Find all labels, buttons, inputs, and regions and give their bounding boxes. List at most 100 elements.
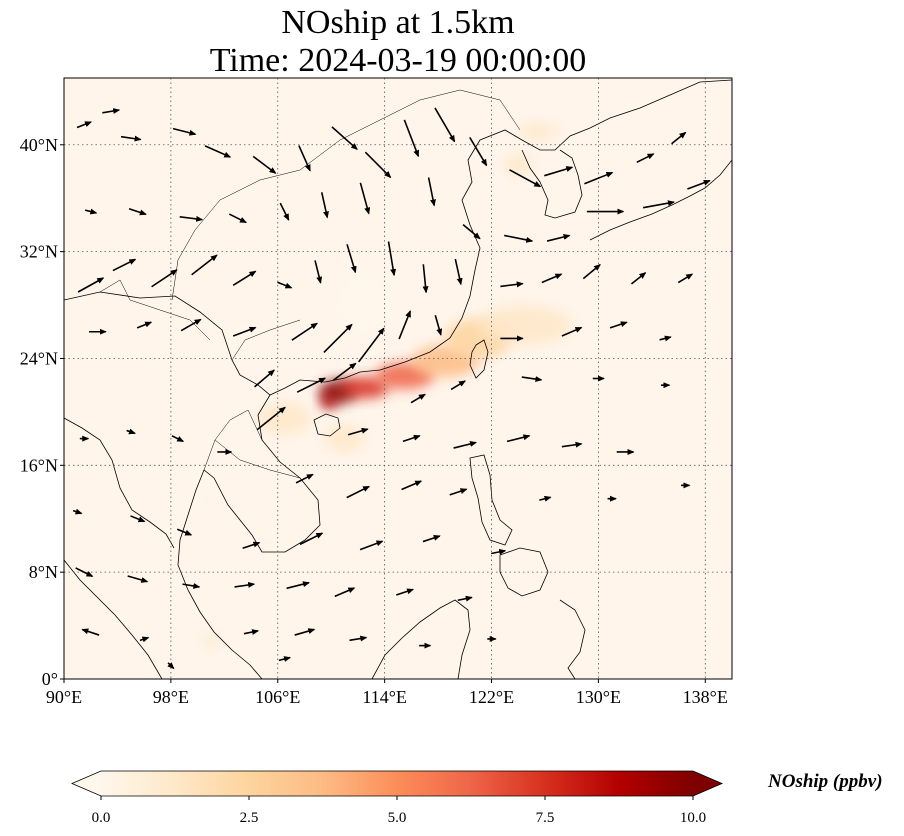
wind-arrow	[242, 541, 261, 550]
wind-arrow	[176, 528, 193, 536]
wind-arrow	[346, 485, 371, 499]
lon-tick-label: 130°E	[576, 687, 621, 707]
wind-arrow	[398, 310, 412, 340]
wind-arrow	[561, 326, 583, 337]
wind-arrow	[112, 258, 137, 272]
wind-arrow	[359, 182, 371, 215]
wind-arrow	[462, 223, 481, 240]
wind-arrow	[314, 260, 323, 284]
wind-arrow	[521, 376, 543, 383]
wind-arrow	[228, 213, 247, 224]
wind-arrow	[584, 171, 614, 185]
coastline-bay-of-bengal	[64, 417, 175, 549]
wind-arrow	[427, 177, 436, 207]
wind-arrow	[295, 473, 314, 484]
wind-arrow	[539, 495, 552, 502]
wind-arrow	[422, 535, 441, 543]
wind-arrow	[396, 588, 415, 596]
wind-arrow	[659, 335, 672, 342]
wind-arrow	[294, 628, 316, 636]
wind-arrow	[130, 515, 146, 523]
wind-arrow	[504, 234, 534, 243]
wind-arrow	[204, 145, 232, 158]
wind-arrow	[320, 192, 329, 219]
wind-arrow	[346, 244, 357, 274]
wind-arrow	[450, 380, 466, 391]
colorbar-tick-label: 0.0	[92, 810, 111, 826]
wind-arrow	[84, 208, 98, 215]
coastline-korea	[521, 149, 583, 219]
lat-tick-label: 16°N	[20, 455, 58, 475]
wind-arrow	[331, 126, 358, 150]
wind-arrow	[167, 662, 175, 670]
wind-arrow	[334, 587, 356, 598]
wind-arrow	[449, 488, 468, 496]
wind-arrow	[506, 434, 531, 443]
colorbar-tick-label: 10.0	[680, 810, 706, 826]
wind-arrow	[642, 200, 675, 209]
wind-arrow	[126, 428, 136, 435]
wind-arrow	[278, 656, 292, 662]
latitude-ticks: 0° 8°N 16°N 24°N 32°N 40°N	[20, 135, 64, 689]
wind-arrow	[387, 241, 397, 277]
wind-arrow	[609, 321, 628, 329]
wind-arrow	[403, 119, 420, 158]
wind-arrow	[252, 155, 277, 174]
wind-vectors	[72, 107, 711, 670]
wind-arrow	[410, 393, 426, 404]
lon-tick-label: 138°E	[683, 687, 728, 707]
colorbar-label: NOship (ppbv)	[768, 771, 883, 792]
wind-arrow	[234, 581, 256, 588]
wind-arrow	[182, 582, 201, 589]
concentration-hotspot	[340, 377, 389, 399]
colorbar-ticks: 0.0 2.5 5.0 7.5 10.0	[92, 796, 706, 826]
wind-arrow	[298, 145, 311, 172]
concentration-field	[204, 123, 572, 649]
wind-arrow	[243, 629, 260, 635]
wind-arrow	[546, 234, 571, 242]
lon-tick-label: 122°E	[469, 687, 514, 707]
wind-arrow	[291, 322, 318, 341]
wind-arrow	[582, 264, 601, 280]
wind-arrow	[151, 269, 178, 288]
wind-arrow	[128, 207, 147, 216]
wind-arrow	[102, 108, 121, 114]
colorbar-gradient	[101, 771, 693, 796]
wind-arrow	[120, 135, 142, 142]
wind-arrow	[232, 270, 257, 287]
map-frame	[63, 77, 733, 680]
wind-arrow	[401, 480, 423, 491]
concentration-hotspot	[478, 305, 572, 346]
wind-arrow	[347, 427, 369, 436]
coastline-sumatra	[64, 559, 163, 679]
wind-arrow	[359, 540, 384, 551]
map-title: NOship at 1.5km	[281, 4, 515, 41]
wind-arrow	[469, 137, 488, 167]
wind-arrow	[279, 202, 290, 221]
colorbar-extend-max	[693, 771, 722, 796]
wind-arrow	[81, 628, 100, 636]
wind-arrow	[256, 406, 286, 431]
wind-arrow	[296, 377, 327, 393]
map-timestamp: Time: 2024-03-19 00:00:00	[209, 42, 587, 79]
wind-arrow	[541, 273, 563, 284]
wind-arrow	[139, 636, 150, 643]
coastline-hainan	[313, 413, 341, 437]
colorbar-tick-label: 2.5	[240, 810, 259, 826]
wind-arrow	[72, 508, 83, 515]
wind-arrow	[171, 435, 185, 443]
wind-arrow	[636, 153, 655, 164]
wind-arrow	[364, 151, 392, 179]
wind-arrow	[75, 567, 94, 578]
colorbar-tick-label: 5.0	[388, 810, 407, 826]
wind-arrow	[286, 581, 310, 590]
colorbar-extend-min	[72, 771, 101, 796]
concentration-hotspot	[518, 123, 559, 140]
lat-tick-label: 40°N	[20, 135, 58, 155]
wind-arrow	[349, 635, 368, 642]
wind-arrow	[299, 532, 324, 546]
wind-arrow	[136, 321, 153, 329]
wind-arrow	[434, 315, 443, 336]
wind-arrow	[232, 326, 257, 337]
